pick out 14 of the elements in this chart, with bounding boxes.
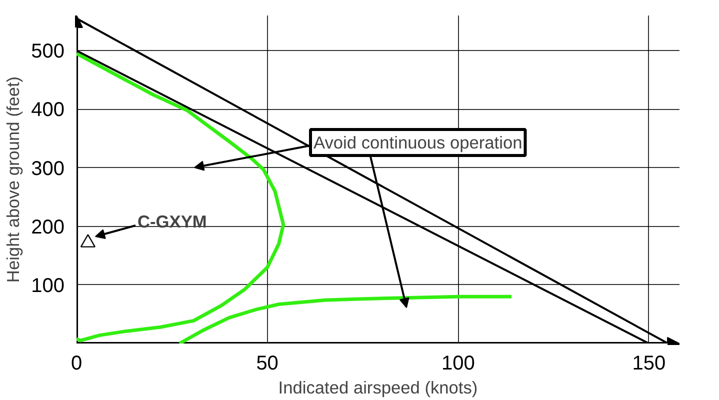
- x-tick-label: 50: [256, 352, 278, 374]
- line-series: [178, 294, 514, 344]
- y-tick-label: 400: [31, 99, 65, 122]
- y-tick-label: 300: [31, 158, 65, 180]
- x-tick-label: 150: [632, 352, 666, 374]
- y-tick-label: 200: [31, 216, 65, 238]
- y-tick-label: 500: [31, 40, 65, 63]
- x-tick-label: 0: [70, 352, 82, 374]
- x-axis-title: Indicated airspeed (knots): [278, 378, 478, 398]
- y-tick-label: 100: [31, 274, 65, 297]
- x-tick-label: 100: [441, 352, 475, 374]
- line-series: [76, 52, 286, 342]
- annotation: Avoid continuous operation: [314, 132, 522, 152]
- y-axis-title: Height above ground (feet): [3, 76, 24, 283]
